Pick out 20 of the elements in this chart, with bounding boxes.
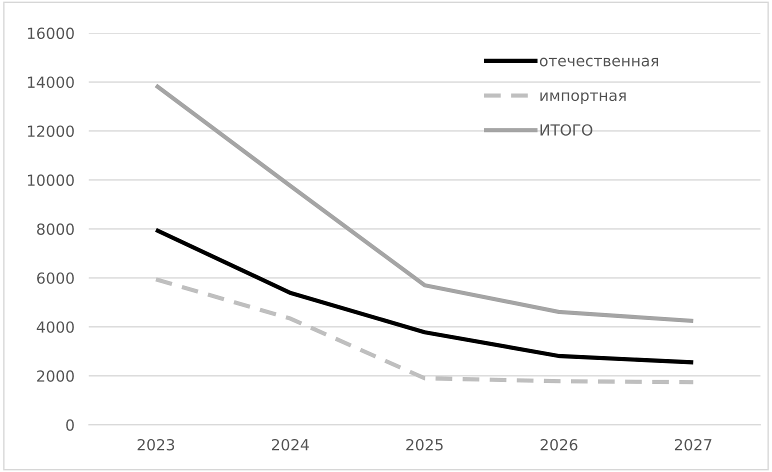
legend-label: отечественная	[540, 58, 658, 66]
x-tick-label: 2025	[406, 438, 443, 451]
y-tick-label: 4000	[36, 321, 74, 333]
x-tick-label: 2024	[272, 438, 309, 451]
y-tick-label: 2000	[37, 370, 74, 382]
line-series	[154, 277, 696, 384]
y-tick-label: 14000	[28, 76, 74, 88]
y-tick-label: 16000	[28, 28, 74, 40]
y-tick-label: 10000	[28, 174, 74, 186]
y-tick-label: 8000	[37, 223, 74, 235]
x-tick-label: 2023	[138, 438, 174, 451]
x-tick-label: 2026	[540, 438, 578, 451]
y-tick-label: 6000	[37, 272, 74, 284]
line-series	[154, 83, 696, 324]
y-tick-label: 12000	[28, 125, 74, 137]
legend-label: импортная	[540, 92, 626, 104]
line-series	[154, 228, 696, 364]
y-tick-label: 0	[66, 419, 74, 431]
x-tick-label: 2027	[674, 438, 712, 451]
legend-label: ИТОГО	[540, 124, 592, 136]
